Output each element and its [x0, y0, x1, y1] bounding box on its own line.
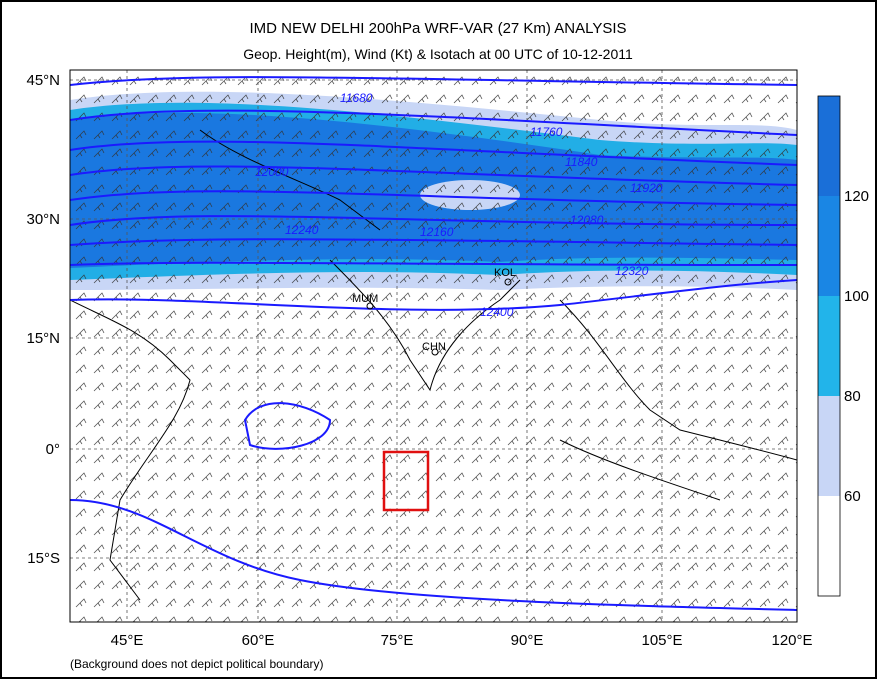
map-area: [70, 70, 797, 622]
station-label: MUM: [352, 293, 378, 305]
lat-label: 15°N: [26, 330, 60, 347]
colorbar-tick-label: 80: [844, 388, 861, 405]
graticule: [70, 70, 797, 622]
lon-label: 75°E: [381, 632, 414, 649]
lat-axis: 45°N 30°N 15°N 0° 15°S: [26, 72, 60, 567]
contour-label: 11760: [530, 125, 563, 139]
contour-label: 12320: [615, 264, 649, 278]
highlight-box: [382, 450, 430, 512]
contour-label: 11920: [630, 181, 663, 195]
lat-label: 45°N: [26, 72, 60, 89]
colorbar-tick-label: 100: [844, 288, 869, 305]
title: IMD NEW DELHI 200hPa WRF-VAR (27 Km) ANA…: [249, 20, 626, 37]
wind-barbs: [70, 70, 797, 622]
contours: [70, 76, 797, 611]
lon-label: 120°E: [771, 632, 812, 649]
station-label: CHN: [422, 341, 446, 353]
lon-label: 105°E: [641, 632, 682, 649]
contour-label: 12160: [420, 225, 454, 239]
contour-label: 12240: [285, 223, 319, 237]
lon-label: 90°E: [511, 632, 544, 649]
contour-labels: 11680 11760 11840 11920 12000 12080 1216…: [255, 91, 663, 319]
contour-label: 12080: [570, 213, 604, 227]
lon-label: 45°E: [111, 632, 144, 649]
map-border: [69, 69, 798, 623]
contour-label: 12000: [255, 165, 289, 179]
colorbar-tick-label: 60: [844, 488, 861, 505]
station-label: KOL: [494, 267, 516, 279]
lon-axis: 45°E 60°E 75°E 90°E 105°E 120°E: [111, 632, 813, 649]
lat-label: 15°S: [27, 550, 60, 567]
footnote: (Background does not depict political bo…: [70, 657, 324, 671]
colorbar-tick-label: 120: [844, 188, 869, 205]
lon-label: 60°E: [242, 632, 275, 649]
stations: MUM CHN KOL: [352, 267, 516, 356]
colorbar: 120 100 80 60: [817, 95, 869, 597]
contour-label: 11680: [340, 91, 373, 105]
lat-label: 0°: [46, 441, 60, 458]
contour-label: 11840: [565, 155, 598, 169]
contour-label: 12400: [480, 305, 514, 319]
subtitle: Geop. Height(m), Wind (Kt) & Isotach at …: [243, 46, 633, 62]
coastlines: [70, 129, 797, 601]
lat-label: 30°N: [26, 211, 60, 228]
